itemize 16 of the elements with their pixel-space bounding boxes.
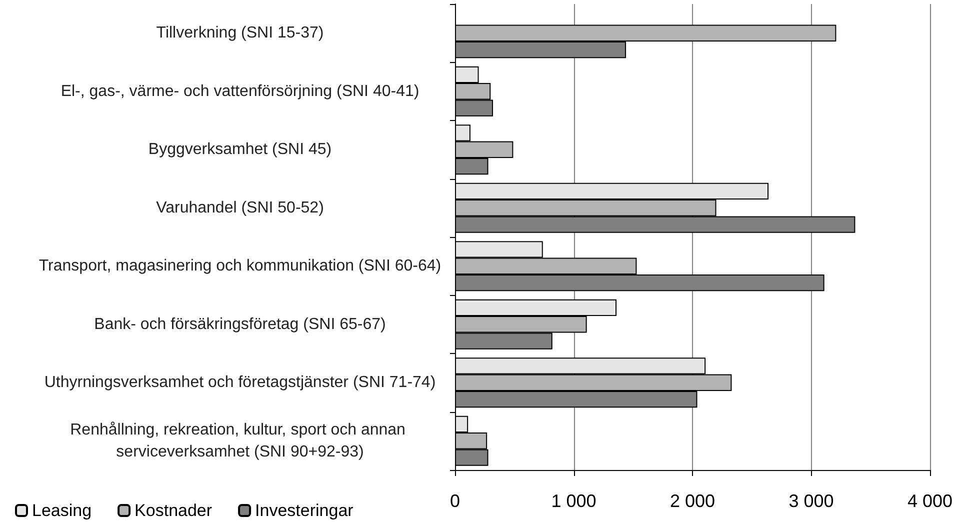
x-tick-label: 2 000 xyxy=(670,491,716,511)
legend-label: Kostnader xyxy=(134,501,212,520)
y-tick-label: Uthyrningsverksamhet och företagstjänster (SNI 71-74) xyxy=(44,374,436,392)
y-tick-label: Renhållning, rekreation, kultur, sport och annan serviceverksamhet (SNI 90+92-93) xyxy=(70,421,410,460)
legend-label: Leasing xyxy=(32,501,92,520)
y-tick-label: Transport, magasinering och kommunikation (SNI 60-64) xyxy=(38,258,442,275)
y-tick-label: Bank- och försäkringsföretag (SNI 65-67) xyxy=(94,316,386,333)
y-tick-label: Varuhandel (SNI 50-52) xyxy=(156,199,324,216)
y-tick-label: El-, gas-, värme- och vattenförsörjning (SNI 40-41) xyxy=(60,82,420,100)
y-tick-label: Tillverkning (SNI 15-37) xyxy=(156,24,324,42)
y-tick-label: Byggverksamhet (SNI 45) xyxy=(148,141,332,158)
legend-label: Investeringar xyxy=(255,501,354,520)
x-tick-label: 0 xyxy=(450,491,460,511)
x-tick-label: 3 000 xyxy=(788,491,834,511)
x-tick-label: 4 000 xyxy=(907,491,953,511)
x-tick-label: 1 000 xyxy=(551,491,596,511)
